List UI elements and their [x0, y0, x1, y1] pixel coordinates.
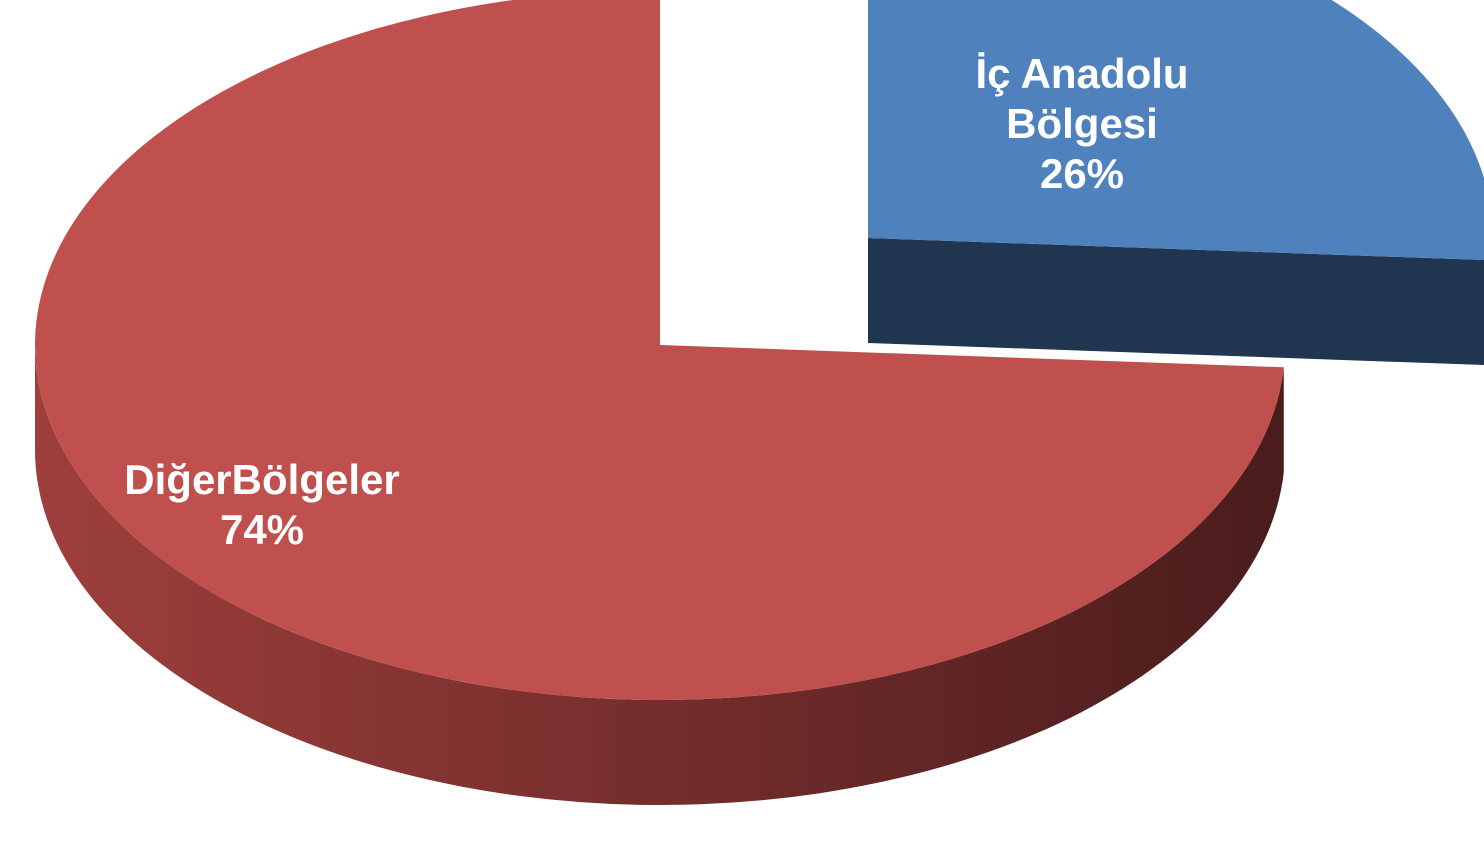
slice-label-0-line-0: İç Anadolu — [975, 50, 1188, 97]
slice-label-0-line-1: Bölgesi — [1006, 100, 1158, 147]
slice-label-0: İç Anadolu Bölgesi 26% — [975, 50, 1188, 197]
slice-label-1: DiğerBölgeler 74% — [124, 456, 399, 553]
slice-cut-face-0 — [868, 238, 1484, 366]
pie-slice-0 — [868, 0, 1484, 261]
slice-label-0-line-2: 26% — [1040, 150, 1124, 197]
slice-label-1-line-1: 74% — [220, 506, 304, 553]
slice-side-1 — [35, 345, 1284, 805]
slice-label-1-line-0: DiğerBölgeler — [124, 456, 399, 503]
pie-slice-1 — [35, 0, 1284, 700]
